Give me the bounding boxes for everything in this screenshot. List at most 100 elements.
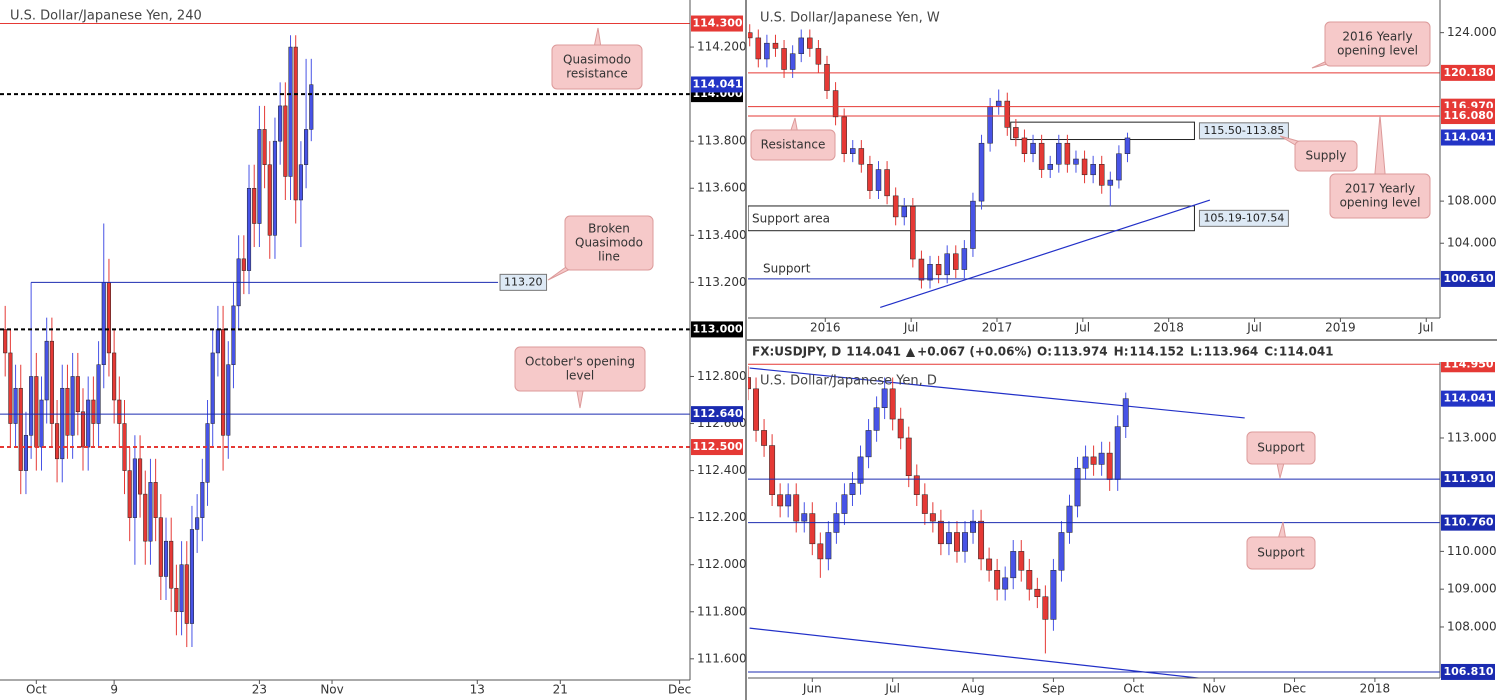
price-tag-label: 114.041 xyxy=(1443,392,1493,405)
annotation-text: resistance xyxy=(566,67,628,81)
candle-body xyxy=(1038,142,1045,170)
candle-body xyxy=(278,105,283,142)
plot-area xyxy=(0,23,690,648)
candle-body xyxy=(283,105,288,177)
zone xyxy=(1010,121,1195,141)
candle-body xyxy=(226,364,231,436)
y-tick-label: 108.000 xyxy=(1447,619,1497,633)
price-tag-label: 120.180 xyxy=(1443,66,1493,79)
x-tick-label: Jul xyxy=(1418,321,1433,335)
zone-label: 115.50-113.85 xyxy=(1203,124,1284,137)
candle-body xyxy=(215,329,220,354)
candle-body xyxy=(875,169,882,191)
x-tick-label: Aug xyxy=(961,682,984,696)
candle-body xyxy=(841,116,847,154)
price-tag xyxy=(1441,390,1495,407)
candle-body xyxy=(1047,164,1053,170)
y-tick-label: 111.800 xyxy=(697,604,747,618)
price-tag xyxy=(1441,514,1495,531)
price-tag xyxy=(1441,129,1495,146)
candle-body xyxy=(921,494,928,514)
header-text: 114.152 xyxy=(1130,345,1185,359)
price-tag-label: 100.610 xyxy=(1443,272,1493,285)
candle-body xyxy=(75,376,80,413)
candle-body xyxy=(970,200,976,249)
candle-body xyxy=(158,517,163,577)
annotation-text: Support xyxy=(763,262,811,276)
y-tick-label: 124.000 xyxy=(1447,25,1497,39)
trend-line xyxy=(749,627,1204,678)
candle-body xyxy=(873,407,880,431)
candle-body xyxy=(163,540,169,577)
x-tick-label: 13 xyxy=(470,683,485,697)
callout-cover xyxy=(1331,175,1429,217)
chart-title: U.S. Dollar/Japanese Yen, 240 xyxy=(10,9,202,24)
level-label-box xyxy=(499,273,548,291)
candle-body xyxy=(897,418,904,439)
candle-body xyxy=(3,329,8,354)
callout-cover xyxy=(566,217,652,269)
header-text: +0.067 (+0.06%) xyxy=(917,345,1032,359)
candle-body xyxy=(138,458,143,495)
price-tag-label: 110.760 xyxy=(1443,516,1493,529)
candle-body xyxy=(753,388,759,431)
candle-body xyxy=(143,493,148,542)
candle-body xyxy=(309,84,314,130)
candle-body xyxy=(1058,532,1065,571)
candle-body xyxy=(865,430,872,458)
annotation-text: Resistance xyxy=(761,138,826,152)
annotation-text: October's opening xyxy=(525,355,635,369)
candle-body xyxy=(817,543,824,560)
candle-body xyxy=(1026,570,1033,590)
candle-body xyxy=(65,387,70,436)
candle-body xyxy=(927,264,933,281)
candle-body xyxy=(122,423,127,471)
y-tick-label: 109.000 xyxy=(1447,582,1497,596)
zone-label-box xyxy=(1198,122,1289,140)
callout-cover xyxy=(1296,142,1356,170)
candle-body xyxy=(241,258,246,271)
price-tag-label: 112.500 xyxy=(692,440,742,453)
header-text: ▲ xyxy=(906,345,916,359)
candle-body xyxy=(293,46,298,201)
x-tick-label: 2016 xyxy=(810,321,841,335)
x-tick-label: 2018 xyxy=(1153,321,1184,335)
x-tick-label: Dec xyxy=(1283,682,1306,696)
price-tag-label: 111.910 xyxy=(1443,472,1493,485)
annotation-text: 2016 Yearly xyxy=(1342,30,1412,44)
plot-area xyxy=(748,363,1440,678)
candle-body xyxy=(1018,551,1025,571)
candle-body xyxy=(1122,398,1129,427)
candle-body xyxy=(884,169,890,197)
candle-body xyxy=(913,475,920,495)
candle-body xyxy=(304,129,309,165)
candle-body xyxy=(1042,596,1049,620)
header-text: C: xyxy=(1264,345,1278,359)
candle-body xyxy=(1114,426,1121,480)
candle-body xyxy=(60,387,65,460)
y-tick-label: 112.800 xyxy=(697,369,747,383)
price-tag xyxy=(1441,471,1495,488)
candle-body xyxy=(910,206,916,260)
candle-body xyxy=(1066,505,1073,533)
header-text: 114.041 xyxy=(846,345,901,359)
annotation-text: Support xyxy=(1257,546,1305,560)
candle-body xyxy=(1106,452,1113,480)
zone-label-box xyxy=(1198,209,1289,227)
candle-body xyxy=(881,388,888,408)
candle-body xyxy=(91,399,96,424)
candle-body xyxy=(892,195,899,218)
candle-body xyxy=(918,258,925,281)
x-tick-label: Dec xyxy=(668,683,691,697)
candle-body xyxy=(106,282,111,354)
x-tick-label: Jul xyxy=(1246,321,1261,335)
price-tag xyxy=(1441,663,1495,680)
callout-cover xyxy=(553,46,641,88)
y-tick-label: 110.000 xyxy=(1447,544,1497,558)
x-tick-label: Sep xyxy=(1042,682,1065,696)
candle-body xyxy=(288,46,293,177)
annotation-text: Support area xyxy=(752,212,830,226)
callout-cover xyxy=(752,131,834,159)
header-text: 114.041 xyxy=(1279,345,1334,359)
x-tick-label: 23 xyxy=(252,683,267,697)
